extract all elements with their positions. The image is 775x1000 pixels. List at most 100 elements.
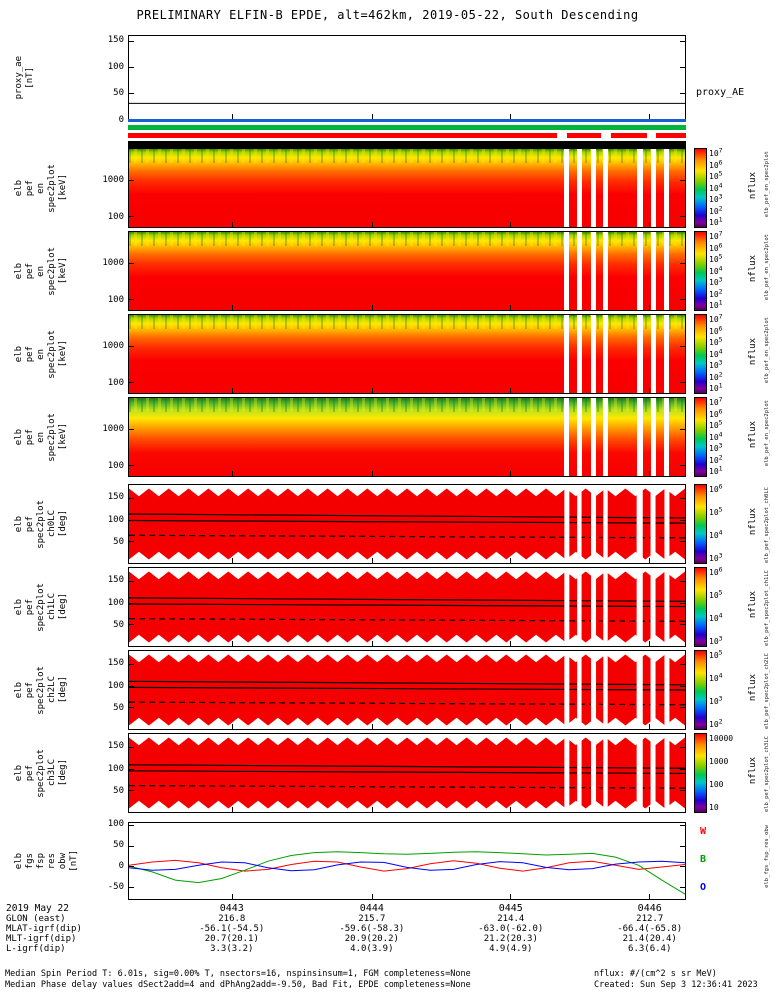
pa-spec-ch3-ytick-label-50: 50 [113,785,124,796]
en-spec-3-data-gap-4 [636,315,643,393]
en-spec-3-xtick-mark-2 [510,388,512,393]
pa-spec-ch1-colorbar-label-1: 105 [709,588,723,600]
pa-spec-ch0-xtick-mark-1 [371,558,373,563]
pa-spec-ch2-colorbar-label-2: 103 [709,694,723,706]
en-spec-3-colorbar-label-3: 104 [709,346,723,359]
en-spec-2-ylabel-word-2: en [36,265,46,277]
en-spec-3-colorbar-label-6: 101 [709,381,723,393]
x-axis-row-2-value-2: 21.2(20.3) [483,934,538,944]
x-axis-row-label-3: L-igrf(dip) [6,944,66,954]
pa-spec-ch1-colorbar-unit: nflux [748,591,758,619]
pa-spec-ch0-panel [128,484,686,564]
pa-spec-ch3-xtick-mark-0 [232,807,234,812]
availability-bar-green-segment-0 [128,125,686,130]
footer-phase-delay: Median Phase delay values dSect2add=4 an… [5,979,471,990]
pa-spec-ch2-colorbar-unit: nflux [748,674,758,702]
pa-spec-ch2-ylabel: elb pef spec2plot ch2LC [deg] [14,650,80,730]
pa-spec-ch0-colorbar-label-1: 105 [709,505,723,517]
en-spec-1-colorbar-label-0: 107 [709,146,723,158]
footer-created: Created: Sun Sep 3 12:36:41 2023 [594,979,758,990]
pa-spec-ch3-ytick-mark-l-150 [129,747,134,748]
pa-spec-ch0-colorbar [694,484,707,564]
en-spec-4-ylabel-word-1: pef [25,428,35,446]
x-axis-row-1-value-2: -63.0(-62.0) [478,924,544,934]
pa-spec-ch2-ytick-label-150: 150 [107,658,124,669]
pa-spec-ch1-ylabel-word-0: elb [14,598,24,616]
x-axis-date: 2019 May 22 [6,903,69,914]
fgs-res-ylabel: elb fgs fsp res obw [nT] [14,822,80,900]
pa-spec-ch1-colorbar [694,567,707,647]
availability-bar-red-segment-2 [611,133,647,138]
en-spec-3-variable-name: elb_pef_en_spec2plot [764,317,770,384]
fgs-res-ylabel-word-5: [nT] [69,850,79,872]
en-spec-2-variable-name: elb_pef_en_spec2plot [764,234,770,301]
fgs-res-xtick-mark-3 [648,894,650,899]
x-axis-row-0-value-2: 214.4 [497,914,525,924]
pa-spec-ch1-ytick-label-50: 50 [113,619,124,630]
pa-spec-ch0-ylabel: elb pef spec2plot ch0LC [deg] [14,484,80,564]
proxy-ae-xtick-mark-0 [232,114,234,119]
x-axis-time-0445: 0445 [498,903,523,914]
pa-spec-ch1-spectrogram [129,568,685,646]
availability-bar-red-segment-1 [567,133,602,138]
pa-spec-ch3-colorbar-label-2: 100 [709,780,724,789]
en-spec-4-colorbar-label-5: 102 [709,452,723,465]
en-spec-3-data-gap-3 [603,315,608,393]
en-spec-2-data-gap-0 [564,232,570,310]
proxy-ae-right-label: proxy_AE [696,87,745,98]
en-spec-2-colorbar-label-1: 106 [709,240,723,253]
en-spec-2-ytick-mark-l-100 [129,299,134,301]
en-spec-1-colorbar-label-2: 105 [709,169,723,181]
pa-spec-ch3-ytick-mark-l-100 [129,768,134,770]
en-spec-3-data-gap-6 [664,315,670,393]
fgs-res-ytick-mark-r-50 [680,845,685,847]
proxy-ae-ytick-label-150: 150 [107,35,124,46]
en-spec-3-speckle [129,315,685,329]
en-spec-2-ylabel-word-1: pef [25,262,35,280]
legend-B: B [700,854,707,865]
en-spec-3-colorbar-label-1: 106 [709,323,723,336]
en-spec-4-data-gap-5 [650,398,656,476]
pa-spec-ch3-spectrogram [129,734,685,812]
x-axis-row-3-value-2: 4.9(4.9) [489,944,533,954]
en-spec-3-panel [128,314,686,394]
legend-O: O [700,882,707,893]
en-spec-2-xtick-mark-1 [371,305,373,310]
fgs-res-ytick-label-100: 100 [107,819,124,830]
x-axis-row-1-value-3: -66.4(-65.8) [617,924,683,934]
en-spec-4-xtick-mark-2 [510,471,512,476]
x-axis-row-label-2: MLT-igrf(dip) [6,934,77,944]
en-spec-1-data-gap-1 [577,149,582,227]
fgs-res-panel [128,822,686,900]
footer-left: Median Spin Period T: 6.01s, sig=0.00% T… [5,969,471,990]
pa-spec-ch0-xtick-mark-3 [648,558,650,563]
fgs-res-xtick-mark-2 [510,894,512,899]
en-spec-3-ylabel-word-3: spec2plot [47,329,57,379]
pa-spec-ch1-xtick-mark-2 [510,641,512,646]
x-axis-row-1-value-0: -56.1(-54.5) [199,924,265,934]
en-spec-2-ylabel-word-0: elb [14,262,24,280]
en-spec-2-ytick-mark-r-100 [680,299,685,301]
proxy-ae-panel [128,35,686,120]
pa-spec-ch1-ylabel-word-1: pef [25,598,35,616]
en-spec-4-colorbar-label-2: 105 [709,418,723,430]
fgs-res-ytick-label-0: 0 [118,861,124,872]
en-spec-3-xtick-mark-1 [371,388,373,393]
pa-spec-ch2-xtick-mark-0 [232,724,234,729]
pa-spec-ch3-ytick-label-150: 150 [107,741,124,752]
x-axis-row-1-value-1: -59.6(-58.3) [339,924,405,934]
en-spec-2-colorbar-label-2: 105 [709,252,723,264]
en-spec-3-ytick-label-1000: 1000 [102,340,124,351]
en-spec-1-xtick-mark-3 [648,222,650,227]
en-spec-4-ylabel-word-2: en [36,431,46,443]
proxy-ae-ytick-label-50: 50 [113,88,124,99]
fgs-res-xtick-mark-0 [232,894,234,899]
en-spec-1-data-gap-0 [564,149,570,227]
en-spec-2-ylabel-word-4: [keV] [58,257,68,285]
pa-spec-ch1-ytick-mark-r-100 [680,602,685,604]
en-spec-2-data-gap-3 [603,232,608,310]
proxy-ae-ytick-mark-r-50 [680,93,685,95]
en-spec-3-ytick-mark-r-1000 [680,345,685,347]
x-axis-time-0443: 0443 [219,903,244,914]
